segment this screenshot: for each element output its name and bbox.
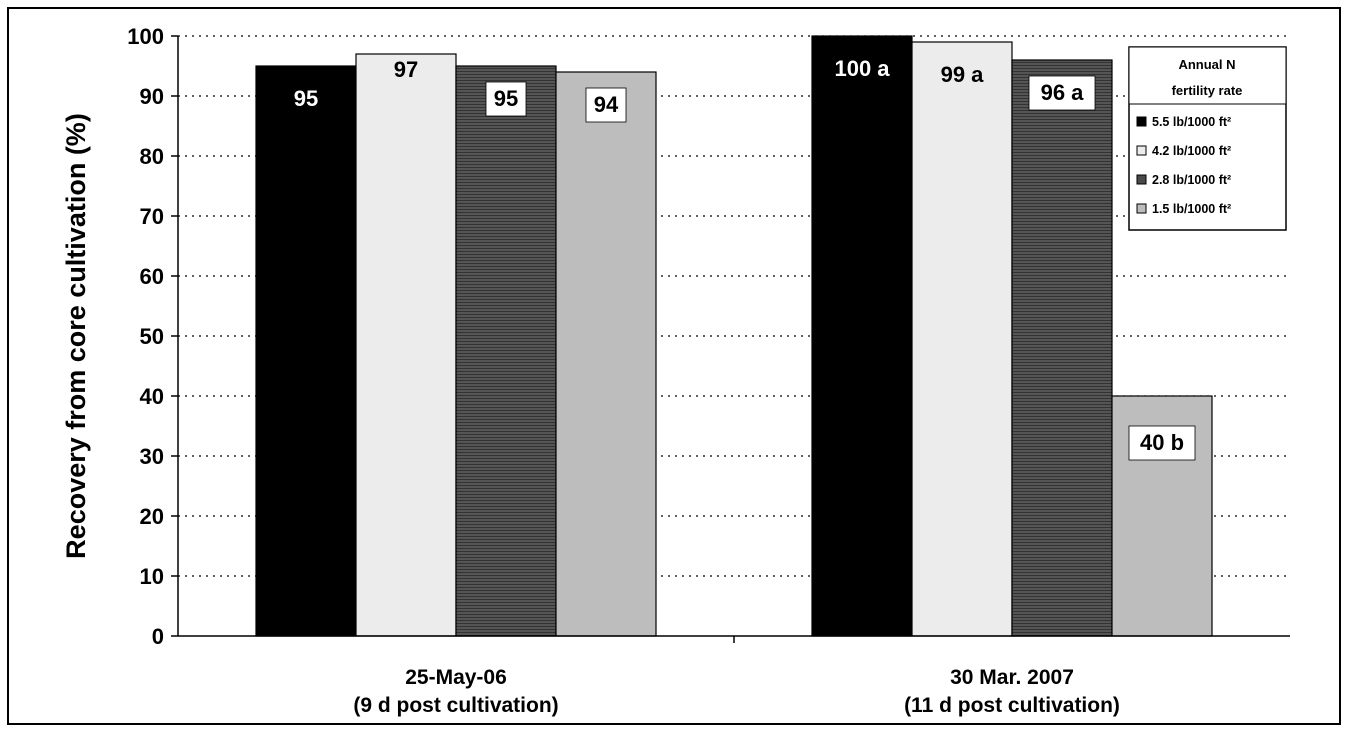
bar <box>811 35 913 637</box>
bar <box>911 41 1013 637</box>
data-label-box <box>585 87 627 123</box>
data-label-box <box>485 81 527 117</box>
y-tick-label: 40 <box>140 384 164 409</box>
legend-title-box <box>1128 46 1287 105</box>
x-category-sublabel: (11 d post cultivation) <box>904 694 1120 717</box>
bar <box>555 71 657 637</box>
bars <box>255 35 1213 637</box>
legend-label: 2.8 lb/1000 ft² <box>1152 173 1231 187</box>
y-tick-label: 50 <box>140 324 164 349</box>
legend-label: 5.5 lb/1000 ft² <box>1152 115 1231 129</box>
y-tick-label: 90 <box>140 84 164 109</box>
data-label-box <box>1128 425 1196 461</box>
legend-label: 1.5 lb/1000 ft² <box>1152 202 1231 216</box>
data-label: 97 <box>394 57 418 82</box>
y-tick-label: 20 <box>140 504 164 529</box>
data-label: 40 b <box>1140 430 1184 455</box>
data-label-box <box>1028 75 1096 111</box>
data-label: 100 a <box>834 56 890 81</box>
data-label: 94 <box>594 92 619 117</box>
x-category-label: 30 Mar. 2007 <box>950 666 1074 689</box>
y-tick-label: 70 <box>140 204 164 229</box>
legend-label: 4.2 lb/1000 ft² <box>1152 144 1231 158</box>
x-category-label: 25-May-06 <box>405 666 507 689</box>
y-tick-label: 10 <box>140 564 164 589</box>
legend-title-line-1: Annual N <box>1178 57 1235 72</box>
y-tick-label: 30 <box>140 444 164 469</box>
y-tick-label: 80 <box>140 144 164 169</box>
y-tick-label: 0 <box>152 624 164 649</box>
y-tick-label: 100 <box>127 24 164 49</box>
legend: Annual N fertility rate 5.5 lb/1000 ft² 4… <box>1128 46 1287 231</box>
legend-swatch <box>1136 116 1147 127</box>
legend-swatch <box>1136 203 1147 214</box>
data-labels: 95 97 95 94 100 a 99 a 96 a 40 b <box>294 56 1196 461</box>
data-label: 95 <box>294 86 318 111</box>
bar <box>1011 59 1113 637</box>
bar <box>455 65 557 637</box>
legend-swatch <box>1136 145 1147 156</box>
x-category-sublabel: (9 d post cultivation) <box>353 694 558 717</box>
data-label: 99 a <box>941 62 985 87</box>
legend-title-line-2: fertility rate <box>1172 83 1243 98</box>
y-tick-label: 60 <box>140 264 164 289</box>
data-label: 96 a <box>1041 80 1085 105</box>
bar <box>355 53 457 637</box>
data-label: 95 <box>494 86 518 111</box>
axes: 0 10 20 30 40 50 60 70 80 90 100 25-May-06 (9 d post… <box>127 24 1290 717</box>
legend-items: 5.5 lb/1000 ft² 4.2 lb/1000 ft² 2.8 lb/100… <box>1136 115 1231 216</box>
legend-swatch <box>1136 174 1147 185</box>
y-axis-title: Recovery from core cultivation (%) <box>61 113 91 559</box>
bar <box>255 65 357 637</box>
